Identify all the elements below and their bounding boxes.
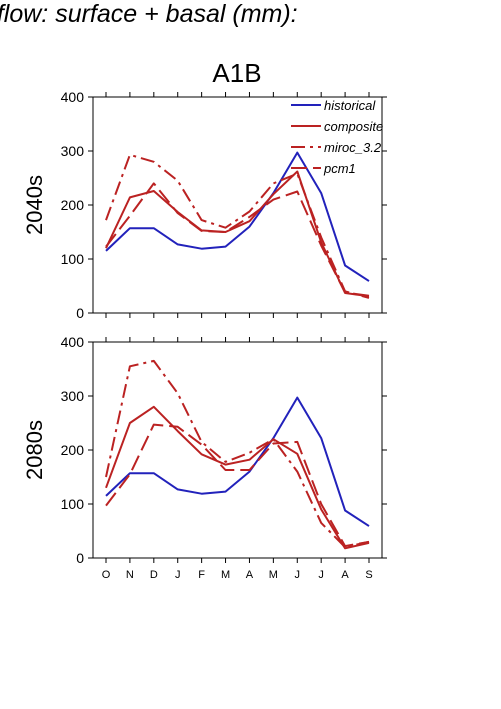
x-tick-label: S <box>365 569 372 581</box>
y-tick-label: 300 <box>61 143 85 159</box>
y-tick-label: 100 <box>61 251 85 267</box>
series-line-composite <box>105 170 370 298</box>
x-tick-label: F <box>198 569 205 581</box>
legend-label-pcm1: pcm1 <box>323 161 356 176</box>
y-tick-label: 0 <box>76 305 84 321</box>
legend-label-miroc_3.2: miroc_3.2 <box>324 140 382 155</box>
x-tick-label: M <box>269 569 278 581</box>
x-tick-label: J <box>295 569 301 581</box>
y-tick-label: 200 <box>61 197 85 213</box>
x-tick-label: D <box>150 569 158 581</box>
panel-label: 2040s <box>22 175 47 235</box>
x-tick-label: N <box>126 569 134 581</box>
figure-title: d flow: surface + basal (mm): <box>0 0 298 28</box>
y-tick-label: 200 <box>61 442 85 458</box>
x-tick-label: M <box>221 569 230 581</box>
series-line-historical <box>105 151 370 282</box>
series-line-miroc_3.2 <box>105 153 370 299</box>
y-tick-label: 400 <box>61 334 85 350</box>
legend-label-historical: historical <box>324 98 376 113</box>
series-line-pcm1 <box>105 182 370 297</box>
y-tick-label: 300 <box>61 388 85 404</box>
x-tick-label: J <box>318 569 324 581</box>
series-line-pcm1 <box>105 423 370 548</box>
x-tick-label: J <box>175 569 181 581</box>
y-tick-label: 400 <box>61 89 85 105</box>
series-line-historical <box>105 396 370 527</box>
chart-panels: 0 100 200 300 400 2040s historical composite mir… <box>22 89 387 581</box>
panel-2080s: 0 100 200 300 400 O N D J F M A M J J A S 2080s <box>22 334 387 581</box>
panel-2040s: 0 100 200 300 400 2040s historical composite mir… <box>22 89 387 321</box>
x-tick-label: A <box>246 569 254 581</box>
series-line-composite <box>105 405 370 550</box>
plot-frame <box>92 341 383 559</box>
series-line-miroc_3.2 <box>105 359 370 549</box>
y-tick-label: 0 <box>76 550 84 566</box>
panel-label: 2080s <box>22 420 47 480</box>
y-tick-label: 100 <box>61 496 85 512</box>
legend-label-composite: composite <box>324 119 383 134</box>
x-tick-label: O <box>102 569 111 581</box>
scenario-title: A1B <box>212 58 261 88</box>
x-tick-label: A <box>341 569 349 581</box>
